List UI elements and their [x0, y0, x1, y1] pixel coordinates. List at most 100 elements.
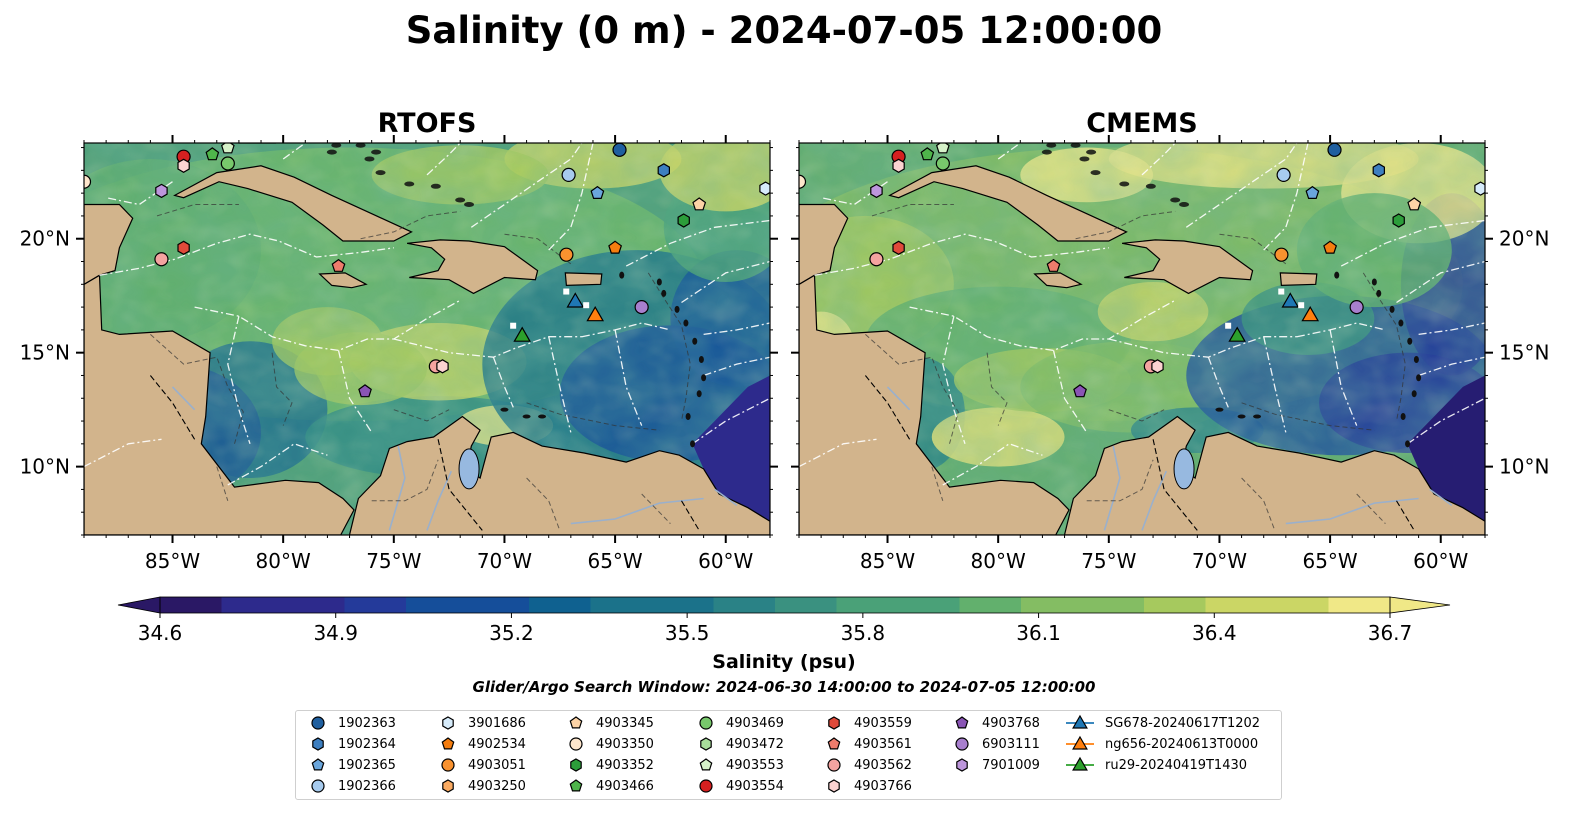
country-border [437, 439, 483, 531]
float-marker-4903051 [559, 247, 574, 262]
land-pr [564, 272, 603, 287]
eez-boundary [614, 329, 643, 426]
river [388, 445, 406, 531]
eez-boundary [393, 336, 582, 358]
float-marker-1902365 [590, 185, 605, 200]
island [656, 278, 662, 286]
glider-marker-ng656-20240613T0000 [1301, 306, 1320, 322]
land-jamaica [1033, 272, 1083, 289]
legend-label: 4903466 [596, 778, 654, 794]
land-hispaniola [406, 239, 539, 295]
y-tick-label: 10°N [20, 455, 70, 479]
float-marker-4903352 [1392, 213, 1405, 228]
eez-boundary [194, 299, 461, 352]
eez-boundary [625, 219, 770, 267]
bathymetry-contour [986, 352, 1008, 426]
island [701, 374, 707, 382]
legend-marker [956, 758, 968, 772]
island [404, 181, 415, 187]
island [464, 202, 475, 208]
float-marker-4903559 [177, 240, 190, 255]
island [1070, 143, 1081, 148]
legend-symbol [828, 779, 840, 793]
legend-marker [569, 716, 583, 729]
eez-boundary [1340, 219, 1485, 267]
panel-title: CMEMS [1086, 108, 1197, 139]
colorbar-segment [590, 597, 653, 613]
float-marker-4903768 [358, 384, 372, 398]
eez-boundary [942, 316, 966, 445]
legend-marker [311, 779, 325, 793]
legend-label: 7901009 [982, 757, 1040, 773]
island [692, 337, 698, 345]
float-marker-4903766 [892, 158, 905, 173]
float-marker-4903768 [1073, 384, 1087, 398]
float-marker-4903250 [67, 153, 78, 166]
legend-entry: 1902365 [308, 755, 396, 775]
x-tick-label: 60°W [698, 549, 753, 573]
glider-marker-SG678-20240617T1202 [566, 292, 585, 308]
float-marker-4903561 [331, 258, 346, 272]
map-panels: RTOFS 85°W 80°W 75°W 70°W 65°W 60°W 20°N 15°N 10°… [20, 108, 1550, 573]
country-border [149, 375, 196, 440]
lake-maracaibo [458, 448, 480, 490]
colorbar-segment [1328, 597, 1391, 613]
land-hispaniola [1121, 239, 1254, 295]
float-marker-4903559 [892, 240, 905, 255]
map-frame [83, 142, 771, 536]
colorbar-swatches [160, 597, 1391, 613]
float-marker-4903345 [1407, 197, 1422, 211]
legend-label: 1902364 [338, 736, 396, 752]
float-marker-4903466 [205, 147, 220, 161]
island [326, 149, 337, 155]
float-marker-4903250 [782, 153, 793, 166]
legend-symbol [827, 758, 841, 772]
legend-triangle [1072, 714, 1088, 729]
legend-marker [1066, 714, 1094, 729]
float-marker-4903766-b [436, 359, 449, 374]
legend-symbol [955, 716, 969, 729]
eez-boundary [1329, 329, 1358, 426]
legend-marker [569, 737, 583, 751]
legend-entry: 4903561 [824, 734, 912, 754]
island [1119, 181, 1130, 187]
glider-marker-ru29-20240419T1430 [1228, 326, 1246, 342]
land-central [799, 274, 1070, 535]
glider-marker-ng656-20240613T0000 [586, 306, 605, 322]
eez-boundary [548, 143, 594, 251]
legend-symbol [569, 779, 583, 792]
eez-boundary [1396, 260, 1485, 304]
float-marker-7901009 [155, 183, 168, 199]
float-marker-4903561 [1046, 258, 1061, 272]
colorbar-frame [159, 596, 1391, 614]
legend-symbol [311, 779, 325, 793]
river [1141, 470, 1168, 531]
x-tick-label: 80°W [256, 549, 311, 573]
colorbar-segment [652, 597, 714, 613]
colorbar-tick-label: 36.7 [1368, 621, 1413, 645]
island [1145, 183, 1156, 189]
island [538, 414, 547, 419]
island [1090, 170, 1101, 176]
x-tick-label: 75°W [1081, 549, 1136, 573]
y-tick-label: 10°N [1499, 455, 1549, 479]
legend-label: 4903051 [468, 757, 526, 773]
legend-marker [569, 779, 583, 792]
legend-marker [1066, 756, 1094, 771]
y-tick-label: 15°N [20, 341, 70, 365]
float-marker-1902364 [657, 163, 671, 178]
legend-label: 3901686 [468, 715, 526, 731]
bathymetry-contour [647, 272, 691, 422]
x-tick-label: 85°W [145, 549, 200, 573]
legend-marker [441, 737, 455, 750]
legend-label: 1902366 [338, 778, 396, 794]
legend-label: 1902365 [338, 757, 396, 773]
legend-symbol [312, 737, 324, 751]
colorbar-ticks: 34.6 34.9 35.2 35.5 35.8 36.1 36.4 36.7 [138, 613, 1413, 645]
legend-symbol [700, 737, 712, 751]
float-marker-1902363 [1327, 143, 1342, 157]
eez-boundary [99, 233, 394, 276]
float-marker-3901686 [759, 181, 770, 196]
island [685, 412, 691, 420]
legend-label: SG678-20240617T1202 [1105, 715, 1261, 731]
